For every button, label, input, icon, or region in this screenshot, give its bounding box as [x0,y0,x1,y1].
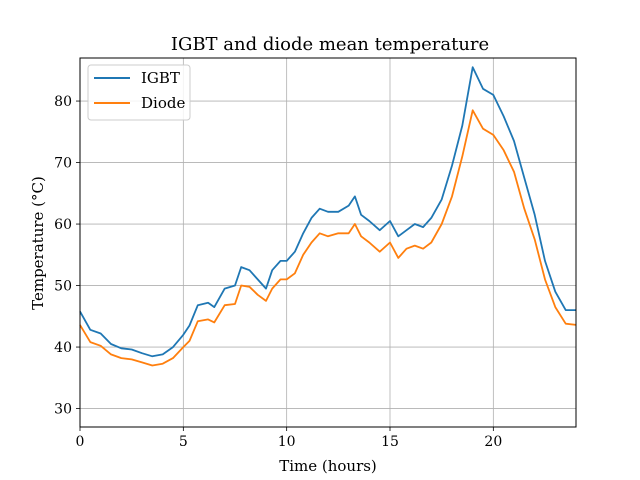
series-line-igbt [79,66,576,358]
y-tick-label: 40 [54,340,72,356]
series-line-diode [79,109,577,367]
legend: IGBT Diode [87,64,191,121]
legend-label-diode: Diode [141,94,185,112]
series-lines [79,66,577,367]
y-axis-label: Temperature (°C) [29,176,47,310]
x-tick-label: 5 [179,434,188,450]
x-tick-label: 0 [76,434,85,450]
x-tick-label: 20 [484,434,502,450]
y-tick-label: 30 [54,402,72,418]
y-tick-label: 50 [54,279,72,295]
x-tick-label: 15 [381,434,399,450]
x-tick-label: 10 [278,434,296,450]
legend-label-igbt: IGBT [141,69,180,87]
y-tick-label: 80 [54,94,72,110]
chart-title: IGBT and diode mean temperature [171,34,489,55]
x-axis-label: Time (hours) [279,457,377,475]
y-tick-label: 60 [54,217,72,233]
y-tick-label: 70 [54,156,72,172]
plot-frame [79,57,577,428]
axis-ticks: 0 5 10 15 20 30 40 50 60 70 80 [54,94,502,450]
